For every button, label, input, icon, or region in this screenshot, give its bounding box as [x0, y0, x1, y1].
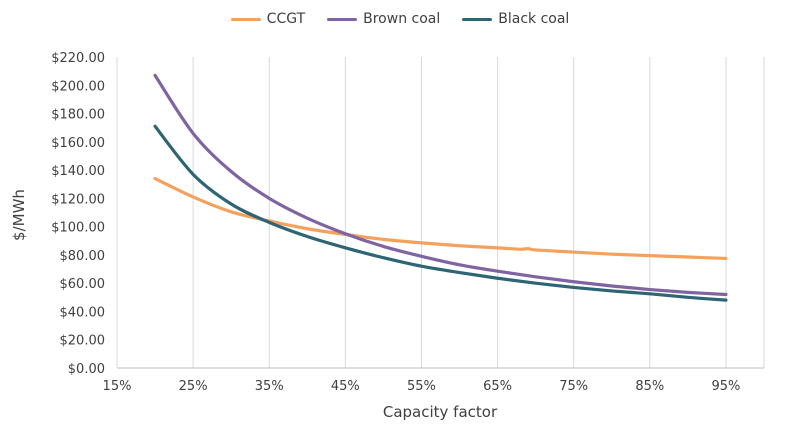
- x-tick-label: 35%: [255, 379, 284, 394]
- series-line-ccgt: [153, 176, 728, 261]
- y-tick-label: $0.00: [68, 362, 105, 377]
- series-line-brown-coal: [153, 73, 728, 297]
- legend-item-ccgt[interactable]: CCGT: [230, 11, 306, 27]
- y-tick-label: $20.00: [60, 334, 106, 349]
- x-tick-label: 45%: [331, 379, 360, 394]
- legend-swatch-black-coal: [462, 17, 493, 21]
- y-tick-label: $200.00: [51, 79, 105, 94]
- grid: [116, 57, 765, 368]
- y-tick-label: $100.00: [51, 221, 105, 236]
- series-line-black-coal: [153, 124, 728, 302]
- x-tick-label: 25%: [179, 379, 208, 394]
- x-tick-label: 85%: [635, 379, 664, 394]
- y-tick-label: $60.00: [60, 277, 106, 292]
- legend-item-black-coal[interactable]: Black coal: [462, 11, 569, 27]
- x-tick-label: 55%: [407, 379, 436, 394]
- axes: 15% 25% 35% 45% 55% 65% 75% 85% 95% $0.00 $20.00 $4…: [51, 51, 764, 394]
- legend-swatch-brown-coal: [327, 17, 358, 21]
- legend-label-black-coal: Black coal: [498, 11, 570, 27]
- legend-swatch-ccgt: [230, 17, 261, 21]
- y-tick-label: $80.00: [60, 249, 106, 264]
- y-tick-label: $180.00: [51, 108, 105, 123]
- legend: CCGT Brown coal Black coal: [0, 11, 800, 27]
- x-tick-label: 95%: [711, 379, 740, 394]
- y-tick-label: $120.00: [51, 192, 105, 207]
- legend-label-brown-coal: Brown coal: [363, 11, 441, 27]
- y-tick-label: $140.00: [51, 164, 105, 179]
- y-axis-title: $/MWh: [10, 189, 28, 241]
- series-lines: [153, 73, 728, 302]
- x-tick-label: 65%: [483, 379, 512, 394]
- x-tick-label: 15%: [103, 379, 132, 394]
- x-axis-title: Capacity factor: [383, 403, 498, 421]
- legend-label-ccgt: CCGT: [266, 11, 306, 27]
- y-tick-label: $40.00: [60, 305, 106, 320]
- y-tick-label: $160.00: [51, 136, 105, 151]
- x-tick-label: 75%: [559, 379, 588, 394]
- legend-item-brown-coal[interactable]: Brown coal: [327, 11, 440, 27]
- y-tick-label: $220.00: [51, 51, 105, 66]
